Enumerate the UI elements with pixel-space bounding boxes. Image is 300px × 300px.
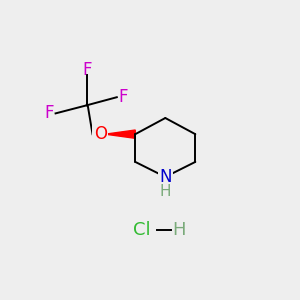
Text: H: H: [172, 221, 186, 239]
Text: N: N: [159, 168, 172, 186]
Text: F: F: [82, 61, 92, 79]
Text: O: O: [94, 125, 107, 143]
Text: F: F: [44, 104, 54, 122]
Text: Cl: Cl: [134, 221, 151, 239]
Text: F: F: [118, 88, 128, 106]
Text: H: H: [160, 184, 171, 199]
Polygon shape: [105, 130, 135, 138]
